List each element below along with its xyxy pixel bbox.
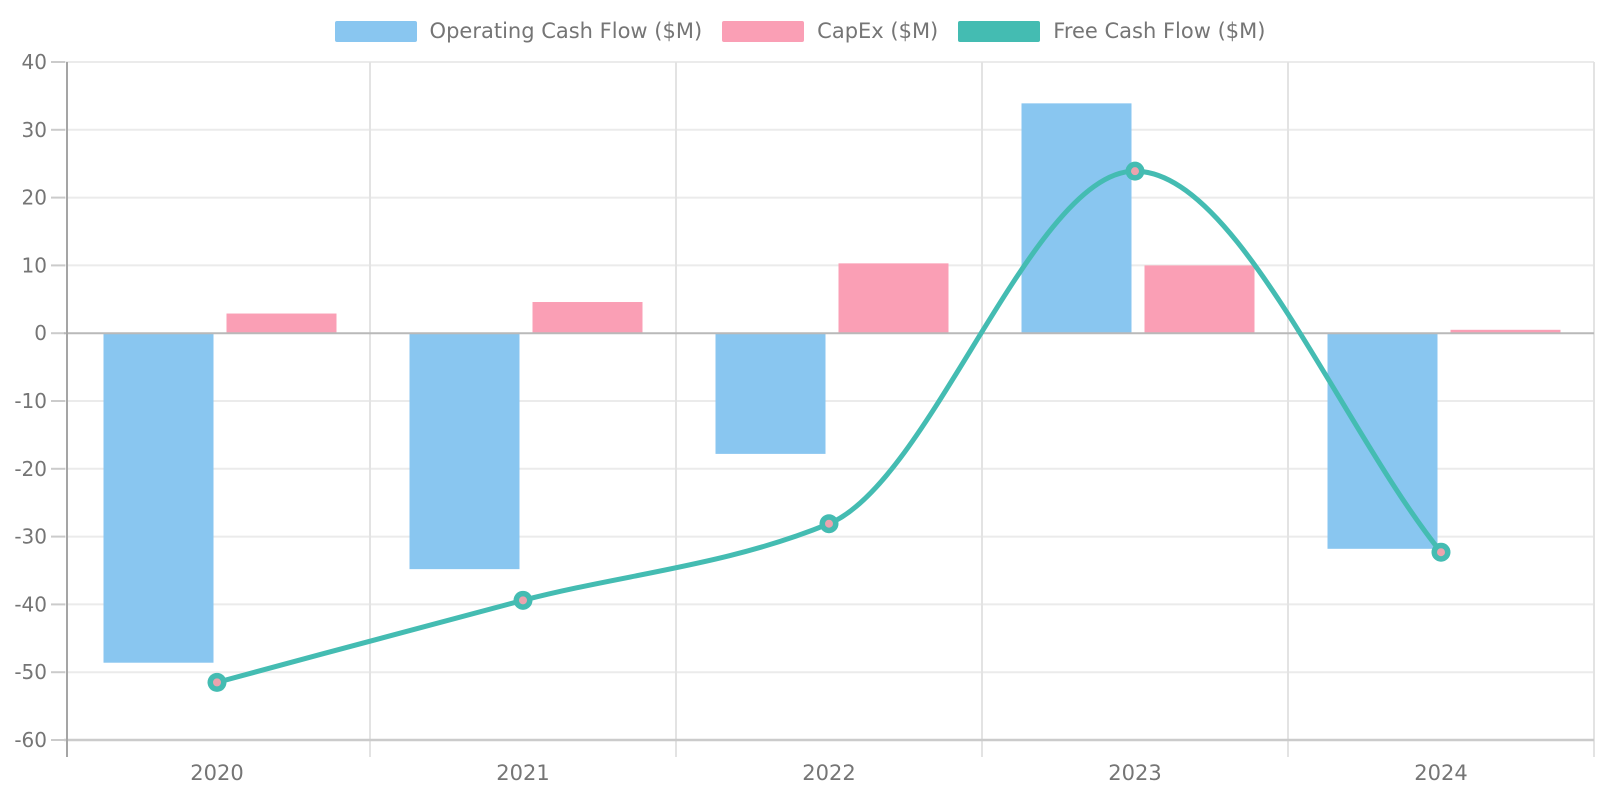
y-tick-label: 0 [34, 321, 47, 345]
bar-capex-2024[interactable] [1450, 329, 1561, 334]
legend-label: Operating Cash Flow ($M) [429, 19, 703, 43]
y-tick-label: -10 [14, 389, 47, 413]
y-tick-label: 40 [22, 50, 47, 74]
fcf-marker-core [825, 519, 833, 528]
y-tick-label: -40 [14, 592, 47, 616]
legend-swatch-icon [334, 21, 417, 42]
legend-item-operating-cash-flow-m[interactable]: Operating Cash Flow ($M) [334, 19, 703, 44]
x-axis-label-2024: 2024 [1414, 761, 1467, 785]
legend-swatch-icon [958, 21, 1041, 42]
bar-operating-cash-flow-2022[interactable] [715, 333, 826, 454]
y-tick-label: -50 [14, 660, 47, 684]
x-axis-label-2021: 2021 [496, 761, 549, 785]
x-axis-label-2022: 2022 [802, 761, 855, 785]
bar-operating-cash-flow-2023[interactable] [1021, 103, 1132, 334]
bar-capex-2020[interactable] [226, 313, 337, 334]
fcf-marker-core [1437, 548, 1445, 557]
fcf-marker-core [519, 596, 527, 605]
legend-swatch-icon [722, 21, 805, 42]
bar-operating-cash-flow-2021[interactable] [409, 333, 520, 570]
x-axis-label-2020: 2020 [190, 761, 243, 785]
free-cash-flow-line[interactable] [214, 168, 1444, 685]
x-axis-label-2023: 2023 [1108, 761, 1161, 785]
legend-label: CapEx ($M) [817, 19, 939, 43]
bar-operating-cash-flow-2024[interactable] [1327, 333, 1438, 549]
y-tick-label: -20 [14, 457, 47, 481]
bar-capex-2023[interactable] [1144, 265, 1255, 334]
y-tick-label: 30 [22, 118, 47, 142]
bar-capex-2021[interactable] [532, 302, 643, 334]
y-tick-label: 10 [22, 253, 47, 277]
legend-label: Free Cash Flow ($M) [1053, 19, 1266, 43]
bar-capex-2022[interactable] [838, 263, 949, 334]
y-tick-label: -30 [14, 525, 47, 549]
y-tick-label: -60 [14, 728, 47, 752]
fcf-marker-core [213, 678, 221, 687]
legend: Operating Cash Flow ($M) CapEx ($M) Free C… [0, 19, 1600, 44]
legend-item-capex-m[interactable]: CapEx ($M) [722, 19, 938, 44]
legend-item-free-cash-flow-m[interactable]: Free Cash Flow ($M) [958, 19, 1265, 44]
y-tick-label: 20 [22, 186, 47, 210]
bar-operating-cash-flow-2020[interactable] [103, 333, 214, 663]
fcf-marker-core [1131, 167, 1139, 176]
